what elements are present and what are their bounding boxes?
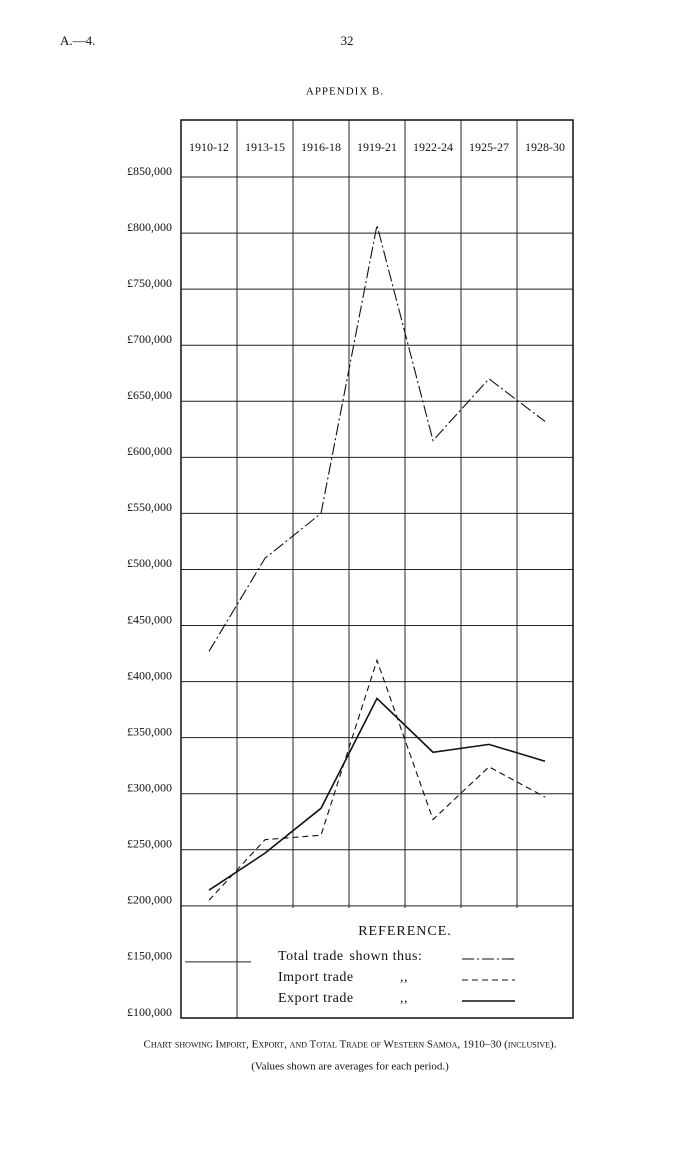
column-label: 1916-18: [301, 140, 341, 154]
column-label: 1910-12: [189, 140, 229, 154]
y-tick-label: £250,000: [127, 837, 172, 851]
y-tick-label: £650,000: [127, 388, 172, 402]
y-tick-label: £500,000: [127, 556, 172, 570]
legend-label: Import trade: [278, 970, 354, 985]
doc-ref: A.—4.: [60, 33, 95, 48]
y-tick-label: £100,000: [127, 1005, 172, 1019]
column-label: 1922-24: [413, 140, 453, 154]
legend-suffix: ,,: [400, 970, 408, 985]
y-tick-label: £700,000: [127, 332, 172, 346]
y-tick-label: £850,000: [127, 164, 172, 178]
y-tick-label: £800,000: [127, 220, 172, 234]
series-line: [208, 697, 546, 891]
y-tick-label: £550,000: [127, 500, 172, 514]
y-tick-label: £750,000: [127, 276, 172, 290]
y-tick-label: £200,000: [127, 893, 172, 907]
legend-label: Total trade: [278, 949, 344, 964]
column-label: 1928-30: [525, 140, 565, 154]
column-label: 1919-21: [357, 140, 397, 154]
legend-suffix: ,,: [400, 991, 408, 1006]
y-tick-label: £150,000: [127, 949, 172, 963]
appendix-title: APPENDIX B.: [306, 86, 384, 98]
column-label: 1913-15: [245, 140, 285, 154]
note: (Values shown are averages for each peri…: [251, 1061, 449, 1073]
y-tick-label: £400,000: [127, 668, 172, 682]
series-line: [208, 225, 546, 652]
page-number: 32: [341, 33, 354, 48]
caption: Chart showing Import, Export, and Total …: [144, 1039, 557, 1051]
y-tick-label: £350,000: [127, 724, 172, 738]
series-line: [208, 658, 546, 901]
y-tick-label: £300,000: [127, 780, 172, 794]
legend-label: Export trade: [278, 991, 354, 1006]
y-tick-label: £600,000: [127, 444, 172, 458]
legend-suffix: shown thus:: [350, 949, 423, 964]
plot-frame: [180, 119, 574, 1019]
column-label: 1925-27: [469, 140, 509, 154]
y-tick-label: £450,000: [127, 612, 172, 626]
legend-title: REFERENCE.: [358, 924, 452, 939]
